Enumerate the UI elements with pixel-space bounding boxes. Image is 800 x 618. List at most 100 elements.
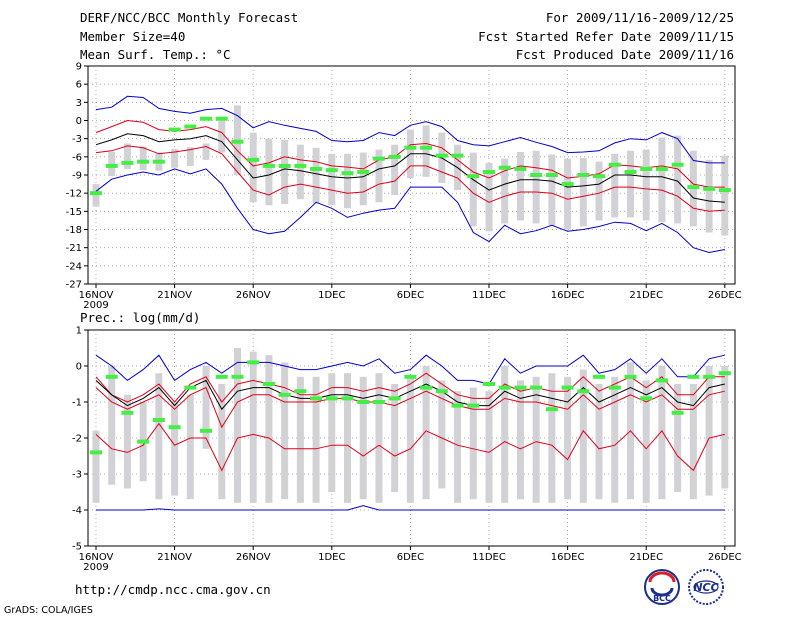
variable-label: Mean Surf. Temp.: °C — [80, 47, 231, 62]
grads-credit: GrADS: COLA/IGES — [4, 605, 93, 616]
precip-obs-mark — [247, 360, 260, 365]
precip-obs-mark — [483, 382, 495, 386]
temp-obs-mark — [498, 165, 511, 170]
produced-date: Fcst Produced Date 2009/11/16 — [515, 47, 734, 62]
precip-xtick-sublabel: 2009 — [83, 562, 108, 573]
precip-obs-mark — [451, 403, 464, 408]
precip-obs-mark — [215, 374, 228, 379]
temp-obs-mark — [404, 145, 417, 150]
temp-spread-box — [422, 125, 430, 177]
temp-spread-box — [564, 158, 572, 230]
temp-obs-mark — [671, 162, 684, 167]
temp-spread-box — [249, 132, 257, 203]
precip-obs-mark — [137, 439, 150, 444]
precip-line-max — [95, 354, 725, 385]
precip-spread-box — [532, 376, 540, 503]
precip-spread-box — [595, 384, 603, 500]
precip-spread-box — [202, 366, 210, 449]
temp-spread-box — [202, 143, 210, 160]
temp-spread-box — [139, 146, 147, 171]
precip-spread-box — [108, 366, 116, 485]
precip-spread-box — [485, 391, 493, 503]
temp-obs-mark — [545, 173, 558, 177]
temp-spread-box — [186, 147, 194, 166]
precip-line-p90 — [95, 372, 725, 403]
chart-title: DERF/NCC/BCC Monthly Forecast — [80, 10, 299, 25]
precip-obs-mark — [357, 400, 370, 404]
temp-xtick-label: 1DEC — [318, 290, 345, 301]
temp-ytick-label: -3 — [72, 134, 82, 145]
precip-spread-box — [611, 376, 619, 503]
footer-url[interactable]: http://cmdp.ncc.cma.gov.cn — [75, 582, 271, 597]
precip-xtick-label: 1DEC — [318, 552, 345, 563]
temp-spread-box — [579, 158, 587, 227]
temp-spread-box — [674, 135, 682, 224]
precip-spread-box — [501, 366, 509, 503]
precip-xtick-label: 16DEC — [551, 552, 585, 563]
precip-obs-mark — [655, 378, 668, 383]
precip-xtick-label: 21DEC — [629, 552, 663, 563]
temp-spread-box — [344, 153, 352, 209]
temp-obs-mark — [593, 174, 606, 179]
precip-spread-box — [186, 394, 194, 500]
precip-obs-mark — [325, 396, 338, 401]
temp-spread-box — [658, 137, 666, 223]
precip-spread-box — [171, 402, 179, 496]
precip-obs-mark — [467, 403, 480, 408]
temp-spread-box — [469, 152, 477, 227]
precip-spread-box — [312, 376, 320, 503]
temp-obs-mark — [262, 163, 275, 168]
ncc-logo: NCC — [688, 569, 724, 605]
precip-obs-mark — [718, 371, 731, 376]
precip-spread-box — [438, 380, 446, 489]
temp-spread-box — [123, 143, 131, 169]
precip-xtick-label: 26DEC — [708, 552, 742, 563]
precip-obs-mark — [184, 385, 197, 390]
temp-obs-mark — [577, 173, 590, 177]
temp-obs-mark — [372, 156, 385, 161]
temp-obs-mark — [530, 173, 543, 177]
temp-obs-mark — [483, 169, 495, 174]
member-size: Member Size=40 — [80, 29, 186, 44]
temp-spread-box — [721, 155, 729, 236]
precip-ytick-label: 1 — [76, 326, 82, 337]
temp-obs-mark — [310, 166, 323, 171]
temp-obs-mark — [687, 185, 700, 190]
precip-obs-mark — [200, 428, 213, 433]
precip-ytick-label: -4 — [72, 506, 82, 517]
temp-obs-mark — [624, 169, 637, 174]
precip-obs-mark — [624, 374, 637, 379]
precip-obs-mark — [388, 396, 401, 401]
temp-ytick-label: -12 — [66, 189, 82, 200]
temp-obs-mark — [137, 159, 150, 164]
precip-spread-box — [689, 384, 697, 500]
temp-xtick-label: 11DEC — [472, 290, 506, 301]
temp-obs-mark — [451, 153, 464, 158]
temp-spread-box — [516, 151, 524, 221]
precip-ytick-label: -2 — [72, 434, 82, 445]
temp-spread-box — [312, 147, 320, 204]
precip-obs-mark — [608, 385, 621, 390]
temp-obs-mark — [703, 186, 716, 191]
precip-spread-box — [579, 369, 587, 503]
precip-obs-mark — [561, 385, 574, 390]
precip-xtick-label: 11DEC — [472, 552, 506, 563]
precip-obs-mark — [404, 374, 417, 379]
temp-obs-mark — [435, 153, 448, 158]
temp-obs-mark — [561, 182, 574, 187]
precip-spread-box — [454, 391, 462, 503]
forecast-period: For 2009/11/16-2009/12/25 — [545, 10, 734, 25]
precip-obs-mark — [420, 385, 433, 390]
precip-spread-box — [516, 380, 524, 500]
precip-panel-title: Prec.: log(mm/d) — [80, 310, 200, 325]
precip-obs-mark — [687, 374, 700, 379]
temp-xtick-sublabel: 2009 — [83, 300, 108, 311]
precip-obs-mark — [530, 385, 543, 390]
precip-spread-box — [658, 366, 666, 500]
precip-obs-mark — [278, 392, 291, 397]
precip-obs-mark — [514, 385, 527, 390]
temp-line-max — [95, 95, 725, 164]
precip-spread-box — [123, 394, 131, 489]
temp-obs-mark — [514, 166, 527, 171]
